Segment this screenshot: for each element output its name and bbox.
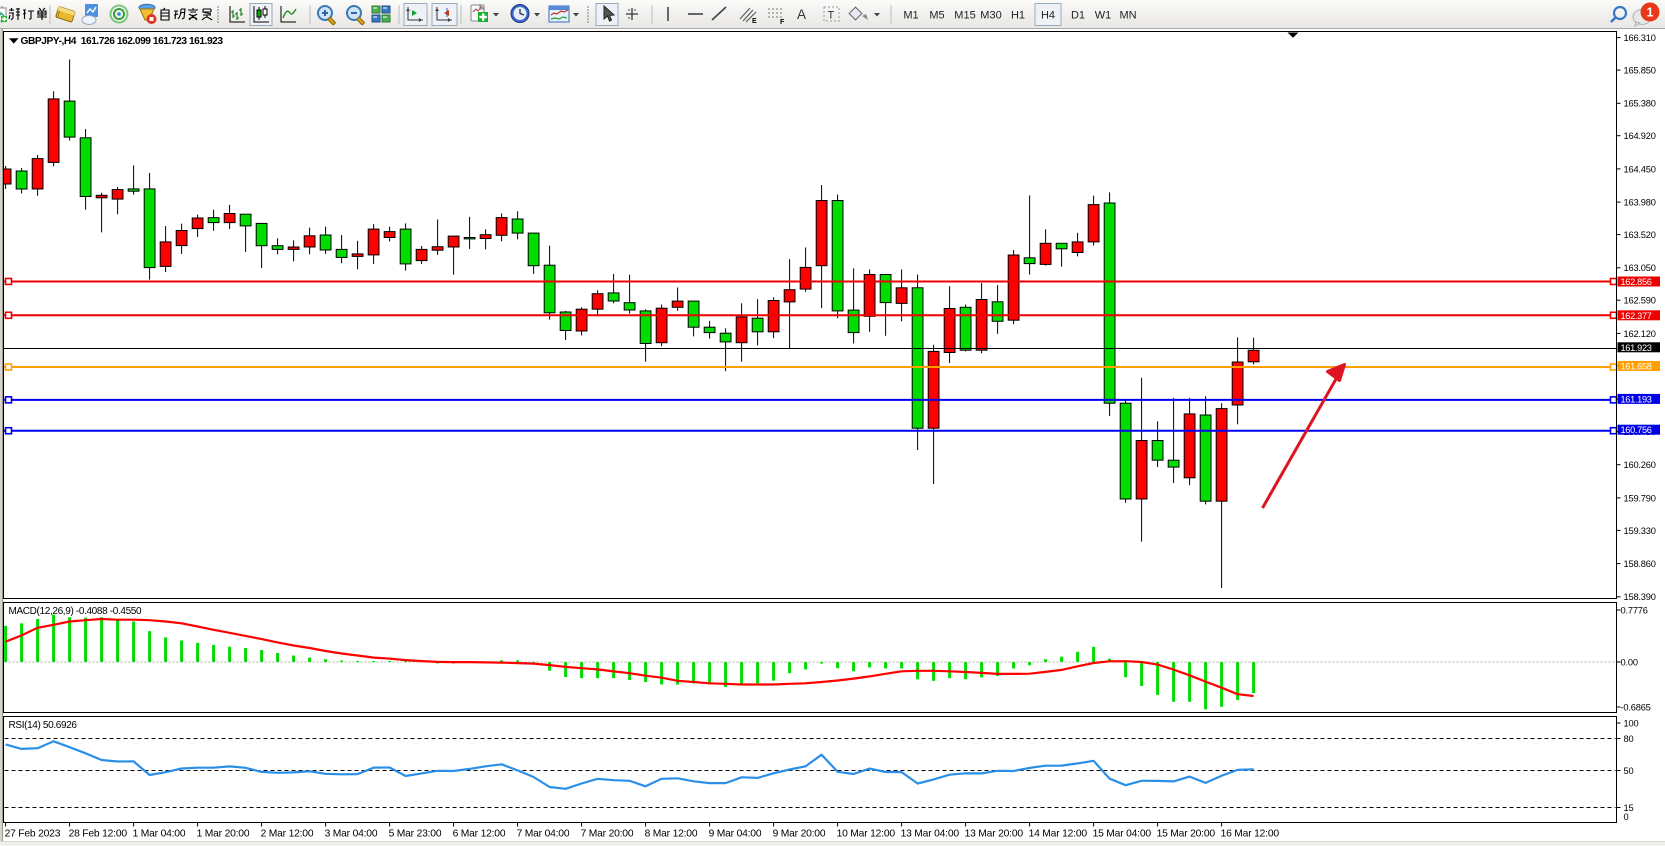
svg-text:13 Mar 04:00: 13 Mar 04:00 bbox=[901, 829, 960, 840]
svg-text:1: 1 bbox=[1647, 6, 1654, 20]
svg-text:165.380: 165.380 bbox=[1624, 99, 1656, 109]
svg-text:28 Feb 12:00: 28 Feb 12:00 bbox=[69, 829, 128, 840]
svg-text:GBPJPY-,H4 161.726 162.099 16: GBPJPY-,H4 161.726 162.099 161.723 161.9… bbox=[21, 36, 224, 47]
svg-text:15: 15 bbox=[1624, 803, 1634, 813]
svg-text:163.520: 163.520 bbox=[1624, 230, 1656, 240]
svg-text:9 Mar 04:00: 9 Mar 04:00 bbox=[709, 829, 762, 840]
svg-text:T: T bbox=[828, 10, 835, 22]
svg-text:161.193: 161.193 bbox=[1621, 394, 1652, 404]
svg-text:165.850: 165.850 bbox=[1624, 65, 1656, 75]
svg-text:1 Mar 04:00: 1 Mar 04:00 bbox=[133, 829, 186, 840]
svg-text:15 Mar 04:00: 15 Mar 04:00 bbox=[1093, 829, 1152, 840]
svg-text:163.980: 163.980 bbox=[1624, 197, 1656, 207]
svg-text:6 Mar 12:00: 6 Mar 12:00 bbox=[453, 829, 506, 840]
svg-text:162.856: 162.856 bbox=[1621, 277, 1652, 287]
svg-text:162.377: 162.377 bbox=[1621, 311, 1652, 321]
svg-text:158.860: 158.860 bbox=[1624, 559, 1656, 569]
svg-text:7 Mar 04:00: 7 Mar 04:00 bbox=[517, 829, 570, 840]
svg-text:10 Mar 12:00: 10 Mar 12:00 bbox=[837, 829, 896, 840]
svg-text:RSI(14) 50.6926: RSI(14) 50.6926 bbox=[9, 720, 78, 731]
svg-text:0.00: 0.00 bbox=[1621, 657, 1638, 667]
svg-text:0.7776: 0.7776 bbox=[1621, 605, 1648, 615]
svg-text:MN: MN bbox=[1119, 10, 1136, 22]
svg-text:2 Mar 12:00: 2 Mar 12:00 bbox=[261, 829, 314, 840]
svg-text:14 Mar 12:00: 14 Mar 12:00 bbox=[1029, 829, 1088, 840]
svg-text:3 Mar 04:00: 3 Mar 04:00 bbox=[325, 829, 378, 840]
svg-text:M30: M30 bbox=[980, 10, 1001, 22]
svg-text:W1: W1 bbox=[1095, 10, 1112, 22]
svg-text:0: 0 bbox=[1624, 812, 1629, 822]
svg-text:A: A bbox=[797, 7, 806, 22]
svg-text:100: 100 bbox=[1624, 718, 1639, 728]
svg-text:27 Feb 2023: 27 Feb 2023 bbox=[5, 829, 61, 840]
svg-text:-0.6865: -0.6865 bbox=[1621, 702, 1651, 712]
svg-text:H4: H4 bbox=[1041, 10, 1055, 22]
svg-text:E: E bbox=[752, 18, 757, 25]
svg-text:7 Mar 20:00: 7 Mar 20:00 bbox=[581, 829, 634, 840]
svg-text:160.756: 160.756 bbox=[1621, 425, 1652, 435]
svg-text:161.923: 161.923 bbox=[1621, 343, 1652, 353]
svg-text:166.310: 166.310 bbox=[1624, 33, 1656, 43]
svg-text:162.590: 162.590 bbox=[1624, 296, 1656, 306]
svg-text:M5: M5 bbox=[929, 10, 944, 22]
svg-text:160.260: 160.260 bbox=[1624, 460, 1656, 470]
svg-text:D1: D1 bbox=[1071, 10, 1085, 22]
svg-text:H1: H1 bbox=[1011, 10, 1025, 22]
svg-text:164.920: 164.920 bbox=[1624, 131, 1656, 141]
svg-text:M15: M15 bbox=[954, 10, 975, 22]
svg-text:F: F bbox=[780, 19, 785, 26]
svg-text:MACD(12,26,9) -0.4088 -0.4550: MACD(12,26,9) -0.4088 -0.4550 bbox=[9, 606, 142, 617]
svg-text:M1: M1 bbox=[903, 10, 918, 22]
svg-text:16 Mar 12:00: 16 Mar 12:00 bbox=[1221, 829, 1280, 840]
svg-text:13 Mar 20:00: 13 Mar 20:00 bbox=[965, 829, 1024, 840]
svg-text:164.450: 164.450 bbox=[1624, 164, 1656, 174]
svg-text:50: 50 bbox=[1624, 766, 1634, 776]
svg-text:161.658: 161.658 bbox=[1621, 362, 1652, 372]
svg-text:159.330: 159.330 bbox=[1624, 526, 1656, 536]
svg-text:158.390: 158.390 bbox=[1624, 592, 1656, 602]
svg-text:8 Mar 12:00: 8 Mar 12:00 bbox=[645, 829, 698, 840]
svg-text:15 Mar 20:00: 15 Mar 20:00 bbox=[1157, 829, 1216, 840]
svg-text:159.790: 159.790 bbox=[1624, 493, 1656, 503]
svg-text:80: 80 bbox=[1624, 734, 1634, 744]
svg-text:5 Mar 23:00: 5 Mar 23:00 bbox=[389, 829, 442, 840]
svg-text:1 Mar 20:00: 1 Mar 20:00 bbox=[197, 829, 250, 840]
svg-text:162.120: 162.120 bbox=[1624, 329, 1656, 339]
svg-text:163.050: 163.050 bbox=[1624, 263, 1656, 273]
svg-text:9 Mar 20:00: 9 Mar 20:00 bbox=[773, 829, 826, 840]
